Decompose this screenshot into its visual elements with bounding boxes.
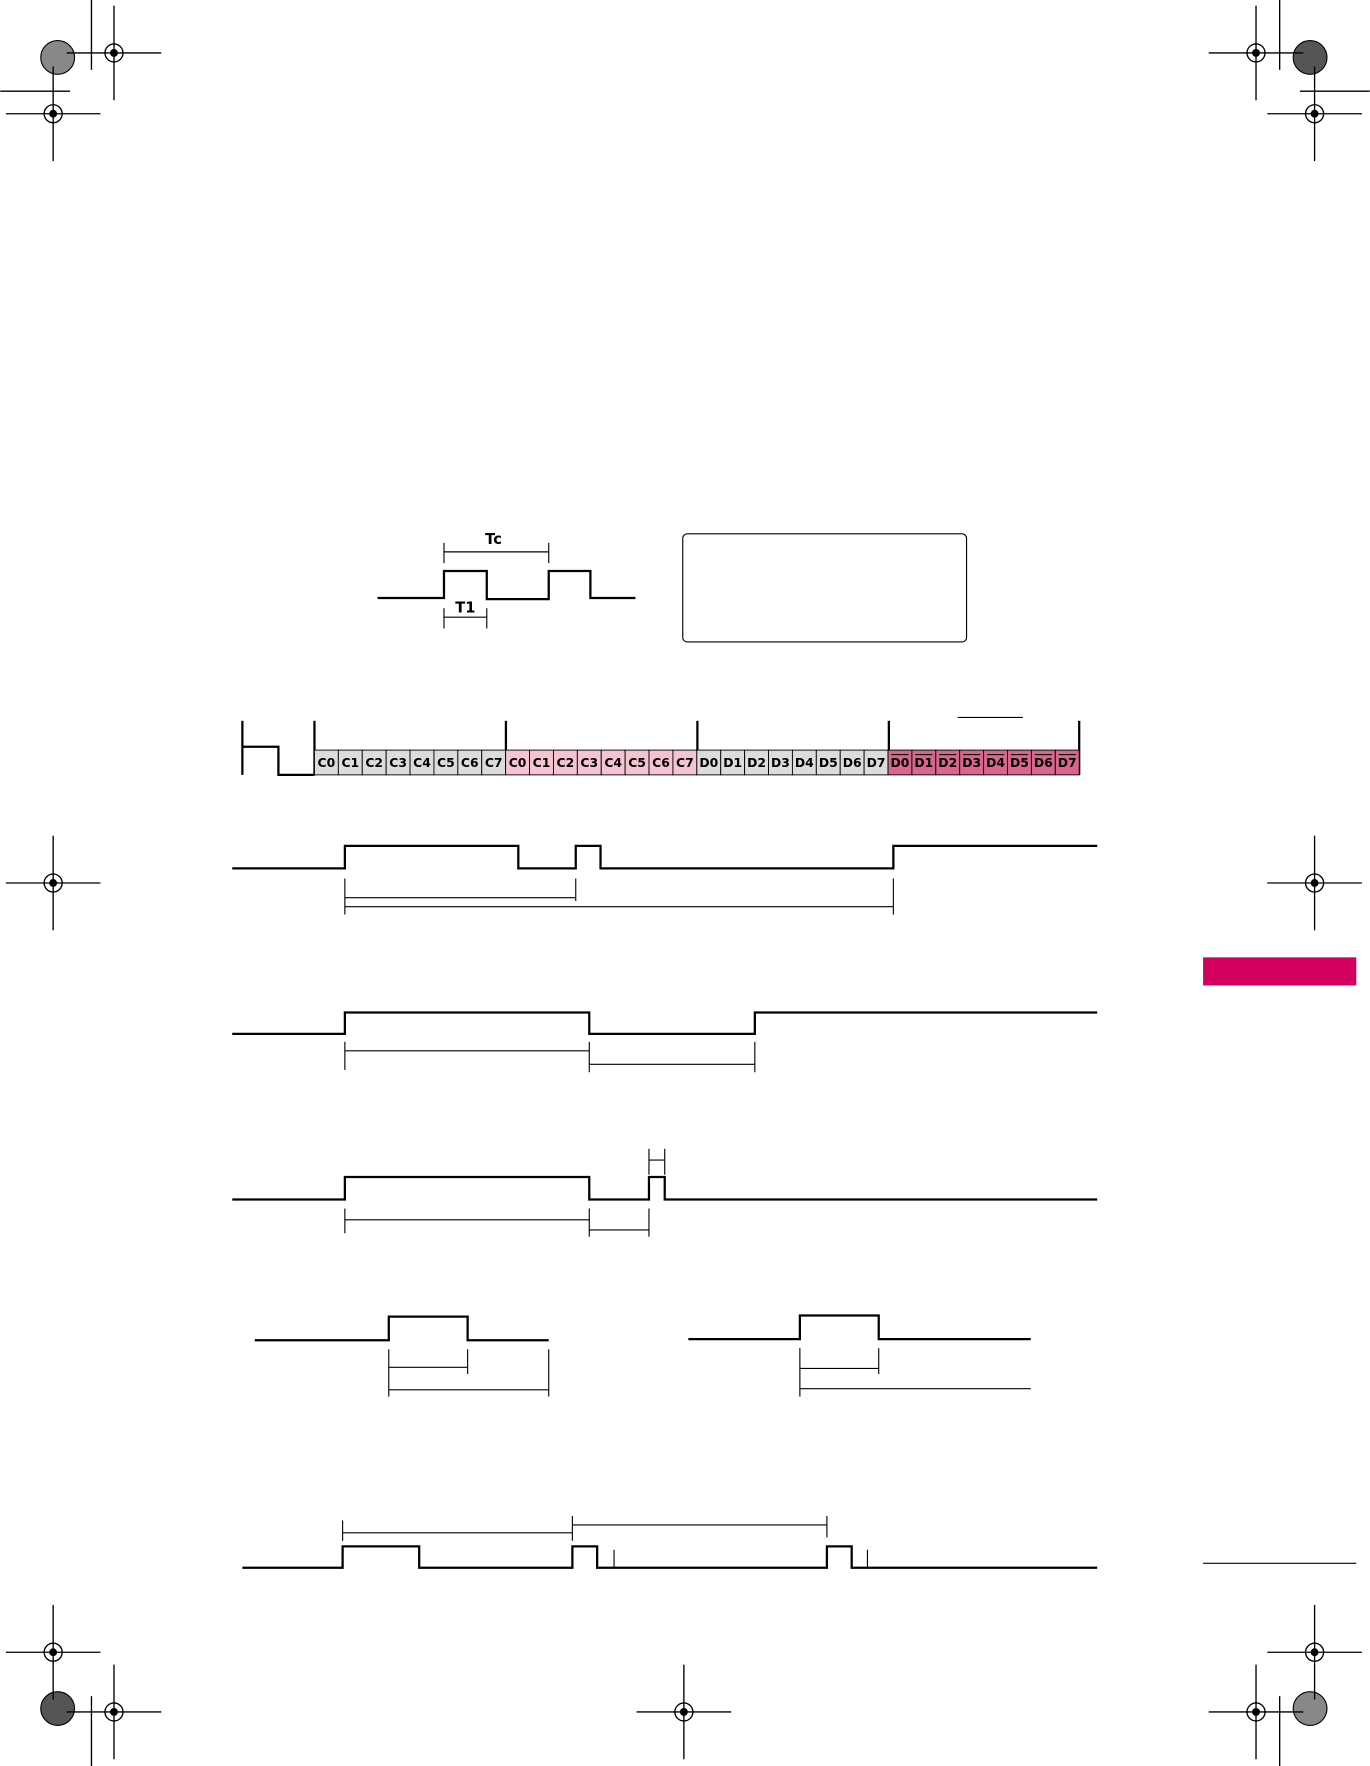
bit-label: D3 bbox=[771, 756, 790, 770]
bit-label: D2 bbox=[747, 756, 766, 770]
bit-label: D6 bbox=[843, 756, 862, 770]
bit-frame: C0 C1 C2 C3 C4 C5 C6 C7 C0 C1 C2 C3 C4 C5 C6 C7 D0 D1 D2 D3… bbox=[241, 716, 1081, 777]
bit-label: C6 bbox=[652, 756, 670, 770]
tc-label: Tc bbox=[485, 531, 502, 548]
bit-label: D1 bbox=[723, 756, 742, 770]
bit-label: C0 bbox=[318, 756, 336, 770]
bit-label: D4 bbox=[795, 756, 814, 770]
bit-label: C2 bbox=[557, 756, 575, 770]
bit-label: C4 bbox=[413, 756, 431, 770]
bit-label: D7 bbox=[867, 756, 886, 770]
bit-label: D5 bbox=[819, 756, 838, 770]
bit-label: C1 bbox=[341, 756, 359, 770]
bit-label: C4 bbox=[604, 756, 622, 770]
note-box bbox=[682, 533, 968, 643]
bit-label: C2 bbox=[365, 756, 383, 770]
bit-label: D5 bbox=[1010, 756, 1029, 770]
section-tab bbox=[1203, 957, 1357, 986]
t1-label: T1 bbox=[455, 600, 475, 617]
bit-label: C6 bbox=[461, 756, 479, 770]
bit-label: D3 bbox=[962, 756, 981, 770]
bit-label: C7 bbox=[676, 756, 694, 770]
bit-label: C7 bbox=[485, 756, 503, 770]
bit-label: D7 bbox=[1058, 756, 1077, 770]
bit-label: D4 bbox=[986, 756, 1005, 770]
bit-label: D6 bbox=[1034, 756, 1053, 770]
bit-cell bbox=[1054, 749, 1080, 776]
bit-label: D0 bbox=[891, 756, 910, 770]
bit-label: C1 bbox=[533, 756, 551, 770]
bit-label: D1 bbox=[914, 756, 933, 770]
bit-label: C0 bbox=[509, 756, 527, 770]
waveforms bbox=[232, 844, 1098, 1569]
bit-label: C5 bbox=[628, 756, 646, 770]
bit-label: D0 bbox=[699, 756, 718, 770]
bit-label: C3 bbox=[580, 756, 598, 770]
bit-label: D2 bbox=[938, 756, 957, 770]
bit-label: C3 bbox=[389, 756, 407, 770]
bit-label: C5 bbox=[437, 756, 455, 770]
pulse-diagram: Tc T1 bbox=[377, 531, 636, 629]
